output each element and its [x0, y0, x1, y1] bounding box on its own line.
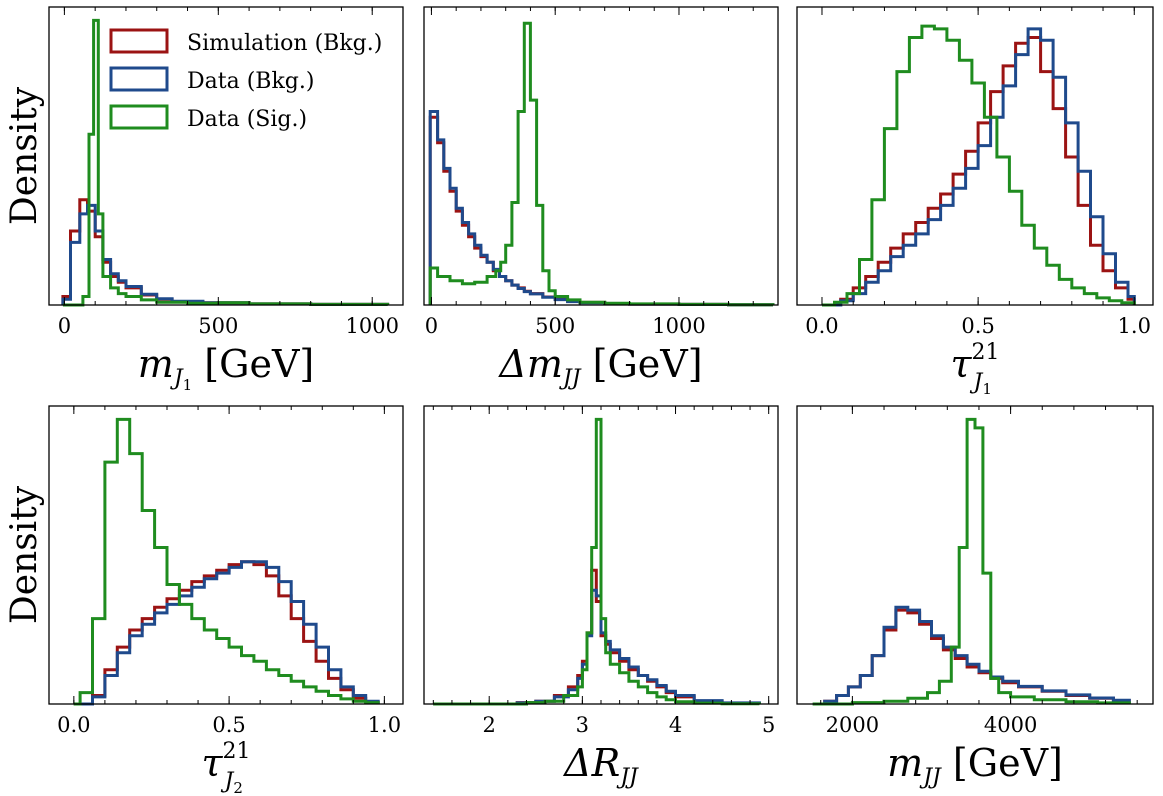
x-axis-label: mJJ [GeV] [887, 741, 1063, 790]
series-data-sig-3 [73, 417, 380, 706]
axes-frame [796, 405, 1154, 705]
x-tick-label: 0 [425, 314, 438, 338]
x-tick-label: 4 [669, 713, 682, 737]
panel-3: 0.0 0.5 1.0 τ21 J2 Density [4, 405, 404, 796]
series-data-bkg-2 [822, 27, 1136, 307]
x-tick-label: 5 [762, 713, 775, 737]
y-axis-label: Density [4, 485, 45, 624]
series-data-sig-4 [433, 417, 761, 706]
x-tick-label: 1.0 [368, 713, 401, 737]
x-tick-label: 500 [198, 314, 238, 338]
y-axis-label: Density [4, 86, 45, 225]
panel-2: 0.0 0.5 1.0 τ21 J1 [796, 6, 1154, 398]
x-tick-label: 1000 [345, 314, 398, 338]
panel-0: 0 500 1000 mJ1 [GeV] Density [4, 6, 404, 394]
series-data-sig-1 [428, 21, 775, 307]
x-tick-label: 0 [58, 314, 71, 338]
axes-frame [423, 6, 779, 306]
x-tick-label: 2000 [826, 713, 879, 737]
x-tick-label: 500 [535, 314, 575, 338]
axes-frame [48, 6, 404, 306]
x-tick-label: 2 [483, 713, 496, 737]
x-axis-label: mJ1 [GeV] [138, 342, 314, 394]
x-axis-label: τ21 J1 [950, 340, 999, 398]
x-axis-label: ΔRJJ [562, 741, 639, 790]
series-data-bkg-1 [428, 110, 775, 307]
x-tick-label: 0.0 [57, 713, 90, 737]
series-data-bkg-0 [61, 203, 390, 306]
x-tick-label: 0.0 [805, 314, 838, 338]
series-sim-bkg-3 [73, 560, 380, 706]
legend-swatch [109, 28, 169, 54]
legend-label: Data (Sig.) [187, 107, 307, 132]
panel-1: 0 500 1000 ΔmJJ [GeV] [423, 6, 779, 391]
series-data-sig-5 [812, 417, 1131, 706]
panel-5: 2000 4000 mJJ [GeV] [796, 405, 1154, 790]
series-data-bkg-5 [812, 605, 1131, 706]
x-axis-label: τ21 J2 [201, 739, 250, 796]
histogram-panels: 0 500 1000 mJ1 [GeV] Density 0 500 1000 ΔmJJ [Ge… [4, 6, 1154, 796]
series-data-bkg-4 [433, 588, 761, 706]
legend-label: Simulation (Bkg.) [187, 31, 382, 56]
series-data-bkg-3 [73, 560, 380, 706]
series-sim-bkg-1 [428, 115, 775, 307]
legend-swatch [109, 104, 169, 130]
x-tick-label: 1000 [652, 314, 705, 338]
series-sim-bkg-5 [812, 608, 1131, 706]
legend-swatch [109, 66, 169, 92]
x-axis-label: ΔmJJ [GeV] [497, 342, 702, 391]
x-tick-label: 0.5 [212, 713, 245, 737]
x-tick-label: 4000 [984, 713, 1037, 737]
x-tick-label: 0.5 [961, 314, 994, 338]
legend-label: Data (Bkg.) [187, 69, 314, 94]
series-data-sig-2 [822, 24, 1136, 307]
axes-frame [48, 405, 404, 705]
x-tick-label: 3 [576, 713, 589, 737]
panel-4: 2 3 4 5 ΔRJJ [423, 405, 779, 790]
x-tick-label: 1.0 [1118, 314, 1151, 338]
axes-frame [796, 6, 1154, 306]
legend: Simulation (Bkg.) Data (Bkg.) Data (Sig.) [109, 28, 382, 132]
